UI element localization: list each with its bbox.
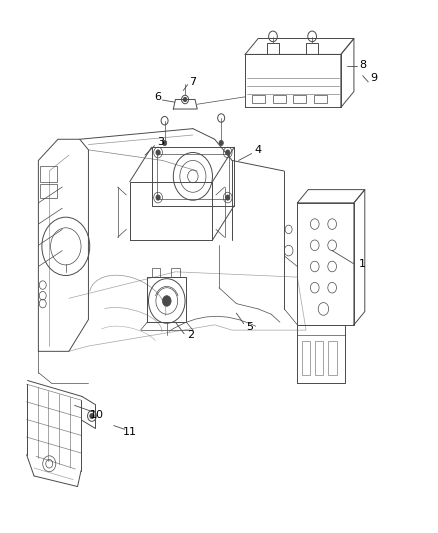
Circle shape bbox=[184, 98, 187, 102]
Text: 4: 4 bbox=[254, 145, 262, 155]
Bar bbox=[315, 341, 323, 375]
Text: 11: 11 bbox=[123, 427, 137, 437]
Circle shape bbox=[226, 150, 230, 155]
Circle shape bbox=[162, 296, 171, 306]
Bar bbox=[40, 166, 57, 182]
Circle shape bbox=[156, 150, 160, 155]
Bar bbox=[171, 268, 180, 277]
Circle shape bbox=[219, 140, 223, 146]
Bar bbox=[293, 95, 307, 103]
Bar bbox=[314, 95, 327, 103]
Bar bbox=[328, 341, 336, 375]
Circle shape bbox=[226, 195, 230, 200]
Bar bbox=[152, 268, 160, 277]
Text: 8: 8 bbox=[359, 60, 366, 70]
Circle shape bbox=[162, 140, 167, 146]
Circle shape bbox=[90, 414, 94, 419]
Bar bbox=[306, 43, 318, 54]
Bar bbox=[272, 95, 286, 103]
Text: 1: 1 bbox=[359, 259, 366, 269]
Text: 5: 5 bbox=[246, 322, 253, 333]
Text: 3: 3 bbox=[157, 137, 164, 147]
Bar bbox=[267, 43, 279, 54]
Text: 7: 7 bbox=[189, 77, 197, 87]
Text: 9: 9 bbox=[370, 73, 377, 83]
Text: 10: 10 bbox=[90, 410, 104, 420]
Text: 2: 2 bbox=[187, 330, 194, 341]
Bar bbox=[40, 184, 57, 198]
Bar bbox=[252, 95, 265, 103]
Circle shape bbox=[156, 195, 160, 200]
Bar bbox=[302, 341, 311, 375]
Text: 6: 6 bbox=[155, 92, 162, 102]
